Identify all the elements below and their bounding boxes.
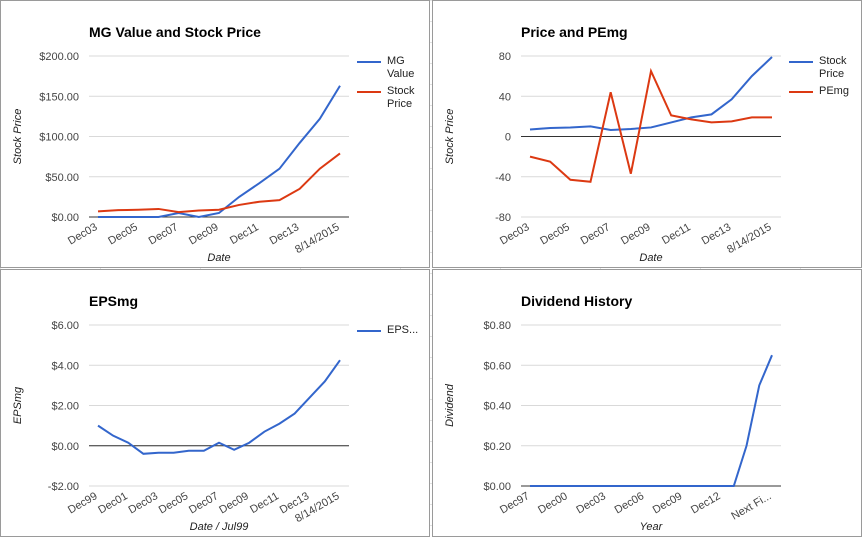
y-tick-label: -40 <box>495 172 511 184</box>
series-line <box>529 56 773 131</box>
y-tick-label: 80 <box>499 51 511 63</box>
x-tick-label: Dec07 <box>579 221 613 247</box>
series-line <box>529 67 772 183</box>
chart-title: EPSmg <box>89 293 138 309</box>
x-tick-label: Dec03 <box>66 221 100 247</box>
x-tick-label: Dec07 <box>187 490 221 516</box>
y-axis-label: EPSmg <box>12 386 24 424</box>
x-tick-label: Dec97 <box>498 490 532 516</box>
legend-label: MG Value <box>387 55 415 80</box>
y-axis-label: Stock Price <box>12 109 24 165</box>
x-tick-label: Dec09 <box>651 490 685 516</box>
y-tick-label: $0.00 <box>51 212 79 224</box>
x-tick-label: Dec09 <box>187 221 221 247</box>
x-tick-label: Dec11 <box>248 490 281 516</box>
x-tick-label: Dec05 <box>157 490 191 516</box>
y-axis-label: Stock Price <box>444 109 456 165</box>
x-tick-label: Next Fi... <box>729 490 773 522</box>
legend: MG Value Stock Price <box>353 55 423 115</box>
y-tick-label: 0 <box>505 132 511 144</box>
y-tick-label: $150.00 <box>39 91 79 103</box>
x-tick-label: 8/14/2015 <box>293 221 341 256</box>
series-line <box>97 152 341 214</box>
legend-item: Stock Price <box>353 85 423 111</box>
chart-panel: Price and PEmg -80 -40 0 40 80 Dec03 Dec05 Dec07… <box>432 0 862 268</box>
y-tick-label: $50.00 <box>45 172 79 184</box>
legend-label: PEmg <box>819 85 849 97</box>
y-tick-label: $0.60 <box>483 360 511 372</box>
legend-swatch <box>357 61 381 63</box>
legend-swatch <box>357 330 381 332</box>
x-axis-label: Date <box>207 252 230 264</box>
x-tick-label: 8/14/2015 <box>725 221 773 256</box>
x-tick-label: Dec07 <box>147 221 181 247</box>
legend-item: Stock Price <box>785 55 855 81</box>
x-tick-label: Dec11 <box>228 221 261 247</box>
chart: Price and PEmg -80 -40 0 40 80 Dec03 Dec05 Dec07… <box>444 24 781 264</box>
legend-swatch <box>789 61 813 63</box>
chart: Dividend History $0.00 $0.20 $0.40 $0.60 $0.8… <box>444 293 781 533</box>
chart-panel: EPSmg -$2.00 $0.00 $2.00 $4.00 $6.00 Dec99 Dec0… <box>0 269 430 537</box>
legend-swatch <box>357 91 381 93</box>
y-tick-label: $0.80 <box>483 320 511 332</box>
legend-label: EPS... <box>387 324 419 336</box>
chart: EPSmg-$2.00$0.00$2.00$4.00$6.00Dec99Dec0… <box>12 293 349 533</box>
x-tick-label: Dec03 <box>126 490 160 516</box>
y-tick-label: $2.00 <box>51 401 79 413</box>
chart-title: MG Value and Stock Price <box>89 24 261 40</box>
x-tick-label: Dec12 <box>689 490 723 516</box>
x-axis-label: Date / Jul99 <box>190 521 249 533</box>
legend: EPS... <box>353 324 423 341</box>
y-tick-label: $0.00 <box>483 481 511 493</box>
y-tick-label: 40 <box>499 91 511 103</box>
y-tick-label: -80 <box>495 212 511 224</box>
legend-label: Stock Price <box>819 55 847 80</box>
legend-item: MG Value <box>353 55 423 81</box>
chart-panel: MG Value and Stock Price $0.00 $50.00 $100.… <box>0 0 430 268</box>
y-tick-label: $6.00 <box>51 320 79 332</box>
series-line <box>97 359 341 455</box>
x-tick-label: Dec09 <box>217 490 251 516</box>
chart-panel: Dividend History $0.00 $0.20 $0.40 $0.60 $0.8… <box>432 269 862 537</box>
y-tick-label: $0.00 <box>51 441 79 453</box>
series-line <box>530 354 773 487</box>
x-tick-label: Dec05 <box>106 221 140 247</box>
y-tick-label: -$2.00 <box>48 481 79 493</box>
legend: Stock Price PEmg <box>785 55 855 102</box>
y-axis-label: Dividend <box>444 383 456 427</box>
chart-title: Dividend History <box>521 293 632 309</box>
x-tick-label: Dec03 <box>498 221 532 247</box>
chart: MG Value and Stock Price $0.00 $50.00 $100.… <box>12 24 349 264</box>
x-tick-label: Dec05 <box>538 221 572 247</box>
y-tick-label: $0.20 <box>483 441 511 453</box>
x-tick-label: Dec06 <box>613 490 647 516</box>
x-tick-label: Dec11 <box>660 221 693 247</box>
chart-title: Price and PEmg <box>521 24 628 40</box>
x-tick-label: Dec09 <box>619 221 653 247</box>
series-line <box>98 85 341 219</box>
y-tick-label: $0.40 <box>483 401 511 413</box>
x-tick-label: Dec99 <box>66 490 100 516</box>
x-tick-label: Dec00 <box>536 490 570 516</box>
y-tick-label: $200.00 <box>39 51 79 63</box>
y-tick-label: $100.00 <box>39 132 79 144</box>
y-tick-label: $4.00 <box>51 360 79 372</box>
x-axis-label: Year <box>640 521 664 533</box>
legend-item: PEmg <box>785 85 855 98</box>
x-tick-label: Dec01 <box>96 490 130 516</box>
legend-item: EPS... <box>353 324 423 337</box>
legend-label: Stock Price <box>387 85 415 110</box>
x-tick-label: Dec03 <box>574 490 608 516</box>
x-axis-label: Date <box>639 252 662 264</box>
legend-swatch <box>789 91 813 93</box>
